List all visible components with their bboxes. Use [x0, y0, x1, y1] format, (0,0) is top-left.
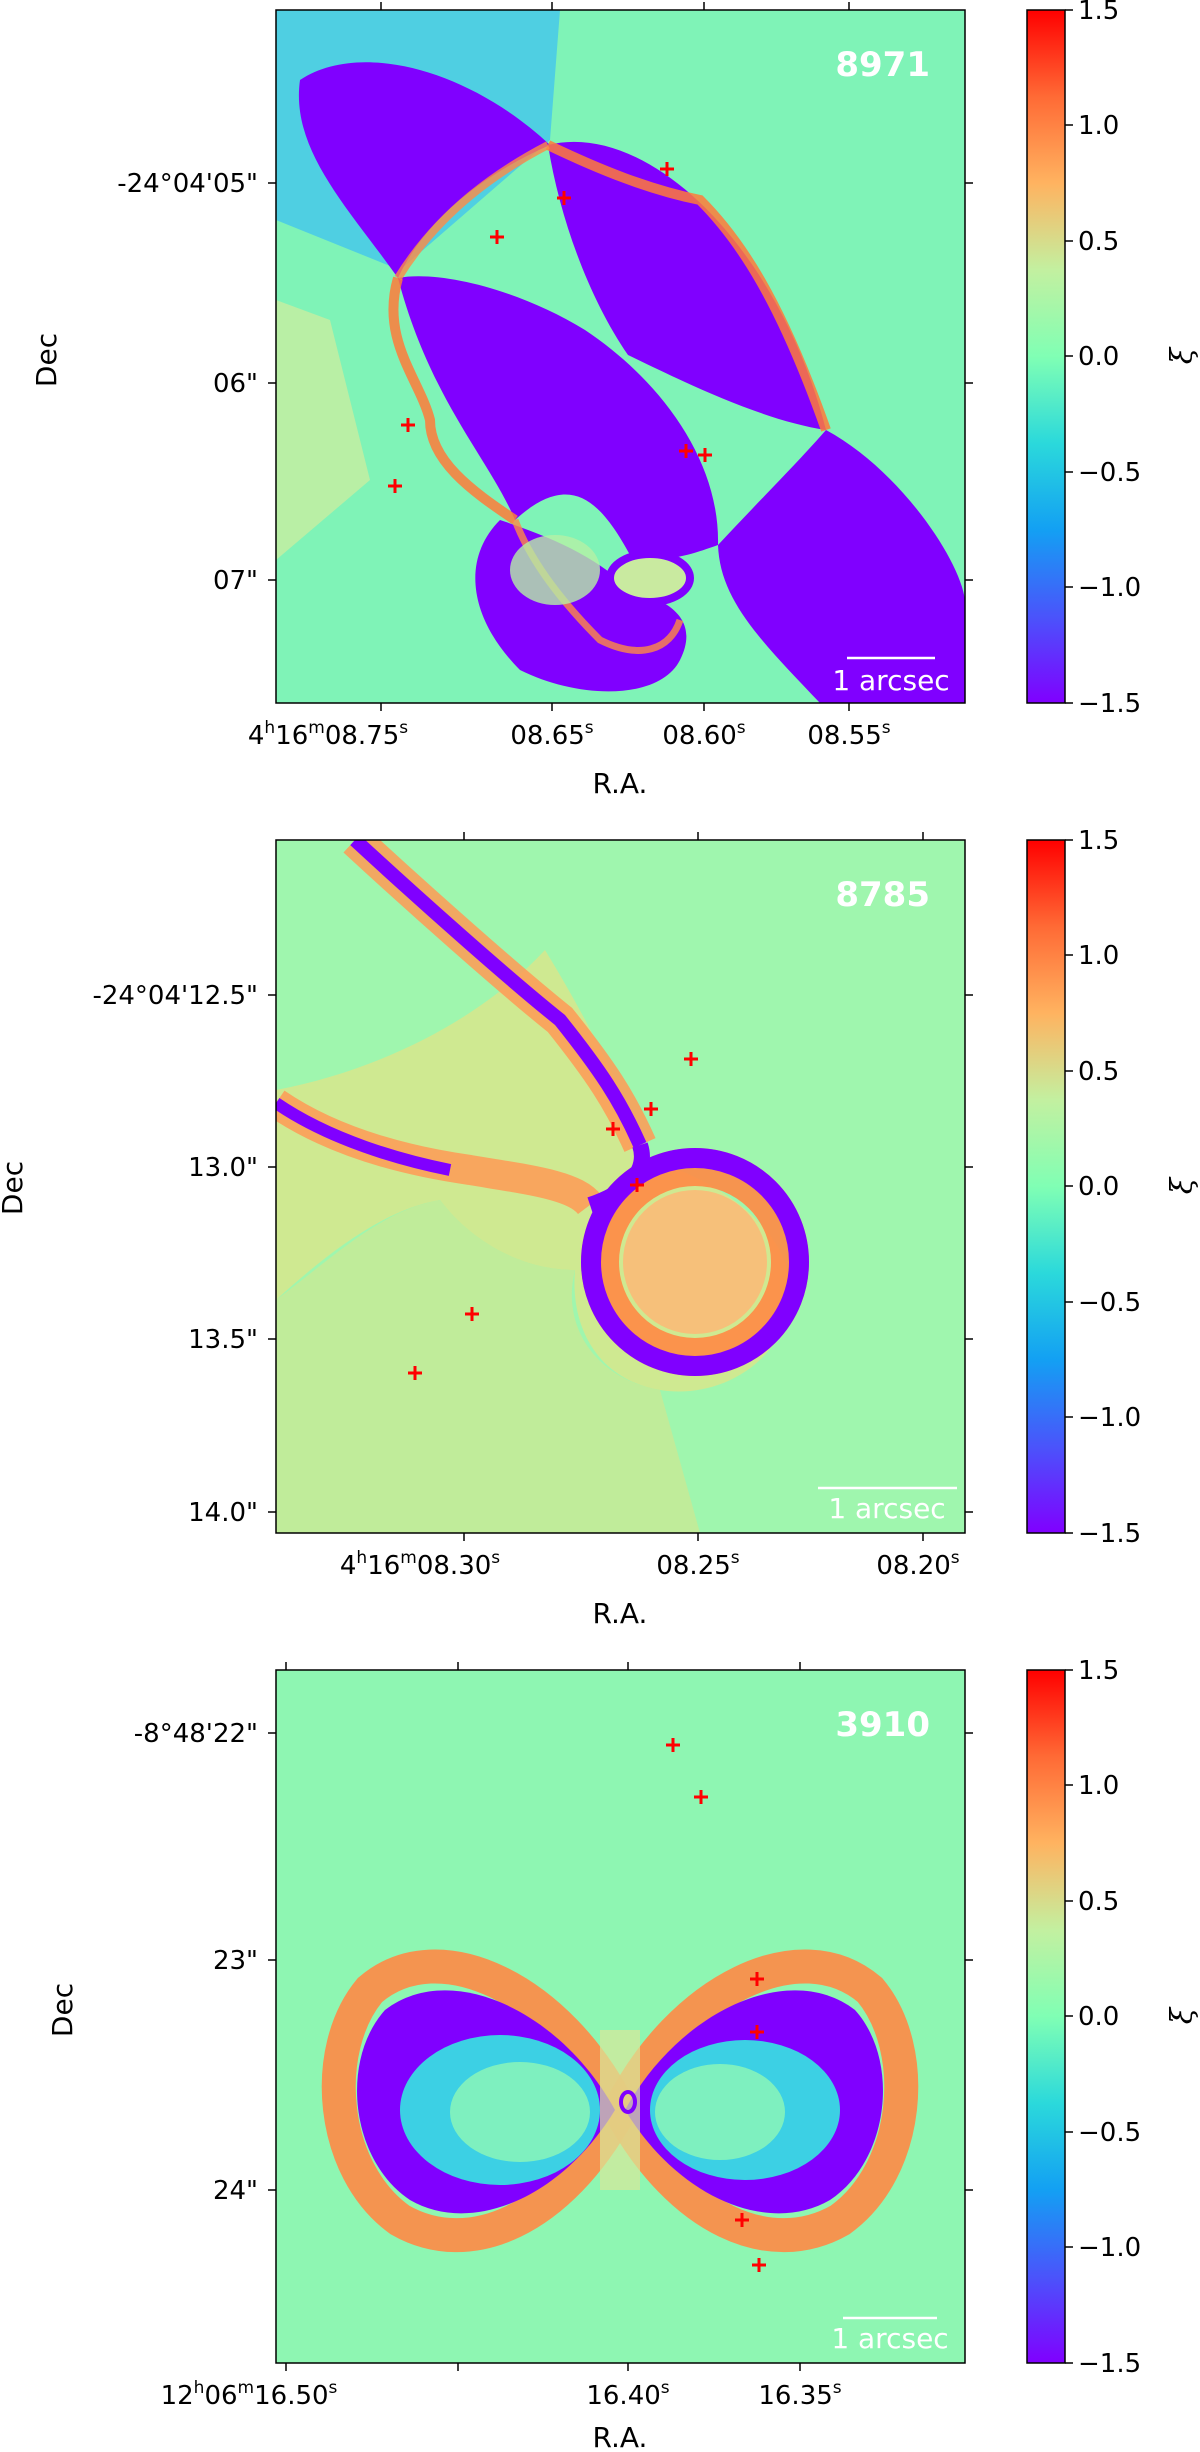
x-tick-label: 08.55s	[807, 718, 890, 751]
panel-label: 3910	[835, 1705, 930, 1745]
x-tick-label: 16.40s	[586, 2378, 669, 2411]
y-ticks	[268, 994, 973, 1513]
colorbar-tick-label: 0.0	[1078, 342, 1119, 372]
colorbar-tick-label: −0.5	[1078, 2118, 1141, 2148]
colorbar: 1.5 1.0 0.5 0.0 −0.5 −1.0 −1.5 ξ	[1026, 826, 1200, 1549]
marker	[401, 418, 415, 432]
colorbar-tick-label: 0.0	[1078, 2002, 1119, 2032]
critical-curve-map	[276, 840, 809, 1533]
marker	[408, 1366, 422, 1380]
plot-frame	[275, 1669, 966, 2364]
colorbar-tick-label: 1.0	[1078, 941, 1119, 971]
y-axis-title: Dec	[0, 1161, 29, 1215]
y-ticks	[268, 182, 973, 581]
marker	[644, 1102, 658, 1116]
colorbar-tick-label: 1.0	[1078, 111, 1119, 141]
colorbar-tick-label: −1.0	[1078, 2233, 1141, 2263]
critical-curve-map	[321, 1949, 919, 2253]
y-tick-label: 13.0"	[188, 1153, 258, 1183]
central-caustic	[619, 2090, 637, 2114]
scale-bar-label: 1 arcsec	[828, 1492, 945, 1525]
x-axis-title: R.A.	[593, 1597, 648, 1630]
marker	[698, 448, 712, 462]
marker	[660, 162, 674, 176]
x-tick-label: 12h06m16.50s	[161, 2378, 338, 2411]
colorbar-tick-label: 0.0	[1078, 1172, 1119, 1202]
colorbar-tick-label: 0.5	[1078, 1887, 1119, 1917]
x-tick-label: 4h16m08.75s	[248, 718, 408, 751]
panel-8971: 8971 1 arcsec -24°04'05" 06" 07" Dec 4h1…	[30, 0, 1200, 800]
x-tick-label: 16.35s	[758, 2378, 841, 2411]
colorbar: 1.5 1.0 0.5 0.0 −0.5 −1.0 −1.5 ξ	[1026, 1656, 1200, 2379]
y-tick-label: 14.0"	[188, 1498, 258, 1528]
panel-8785: 8785 1 arcsec -24°04'12.5" 13.0" 13.5" 1…	[0, 826, 1200, 1630]
marker	[388, 479, 402, 493]
colorbar-title: ξ	[1165, 2006, 1200, 2024]
plot-frame	[275, 839, 966, 1534]
marker	[465, 1307, 479, 1321]
marker	[606, 1122, 620, 1136]
marker	[750, 2025, 764, 2039]
colorbar-tick-label: −1.5	[1078, 689, 1141, 719]
panel-label: 8971	[835, 45, 930, 85]
y-tick-label: 13.5"	[188, 1325, 258, 1355]
x-ticks	[380, 2, 850, 711]
colorbar-tick-label: 1.5	[1078, 1656, 1119, 1686]
marker	[679, 444, 693, 458]
marker	[490, 230, 504, 244]
y-tick-label: 06"	[213, 369, 258, 399]
marker	[735, 2213, 749, 2227]
colorbar-tick-label: 1.5	[1078, 0, 1119, 26]
critical-curve-map	[276, 10, 965, 703]
y-tick-label: 24"	[213, 2176, 258, 2206]
markers	[388, 162, 712, 493]
panel-3910: 3910 1 arcsec -8°48'22" 23" 24" Dec 12h0…	[46, 1656, 1200, 2452]
y-tick-label: 07"	[213, 566, 258, 596]
colorbar: 1.5 1.0 0.5 0.0 −0.5 −1.0 −1.5 ξ	[1026, 0, 1200, 719]
x-axis-title: R.A.	[593, 2421, 648, 2452]
colorbar-tick-label: −1.5	[1078, 1519, 1141, 1549]
x-tick-label: 08.65s	[510, 718, 593, 751]
marker	[666, 1738, 680, 1752]
plot-frame	[275, 9, 966, 704]
colorbar-tick-label: −1.5	[1078, 2349, 1141, 2379]
y-tick-label: 23"	[213, 1946, 258, 1976]
x-ticks	[463, 832, 924, 1541]
y-tick-label: -24°04'05"	[117, 169, 258, 199]
x-tick-label: 08.60s	[662, 718, 745, 751]
colorbar-title: ξ	[1165, 1176, 1200, 1194]
panel-label: 8785	[835, 875, 930, 915]
x-tick-label: 08.25s	[656, 1548, 739, 1581]
x-tick-label: 4h16m08.30s	[340, 1548, 500, 1581]
colorbar-tick-label: 0.5	[1078, 1057, 1119, 1087]
scale-bar-label: 1 arcsec	[832, 664, 949, 697]
x-ticks	[285, 1662, 801, 2371]
colorbar-tick-label: −0.5	[1078, 1288, 1141, 1318]
colorbar-tick-label: −1.0	[1078, 573, 1141, 603]
colorbar-tick-label: −1.0	[1078, 1403, 1141, 1433]
marker	[750, 1972, 764, 1986]
marker	[752, 2258, 766, 2272]
x-axis-title: R.A.	[593, 767, 648, 800]
y-axis-title: Dec	[30, 333, 63, 387]
colorbar-tick-label: 0.5	[1078, 227, 1119, 257]
markers	[408, 1052, 698, 1380]
colorbar-tick-label: 1.5	[1078, 826, 1119, 856]
y-axis-title: Dec	[46, 1983, 79, 2037]
map-background	[276, 1670, 965, 2363]
colorbar-title: ξ	[1165, 346, 1200, 364]
colorbar-tick-label: −0.5	[1078, 458, 1141, 488]
marker	[630, 1178, 644, 1192]
scale-bar-label: 1 arcsec	[831, 2322, 948, 2355]
y-tick-label: -8°48'22"	[134, 1719, 258, 1749]
marker	[684, 1052, 698, 1066]
marker	[557, 191, 571, 205]
x-tick-label: 08.20s	[876, 1548, 959, 1581]
marker	[694, 1790, 708, 1804]
markers	[666, 1738, 766, 2272]
y-tick-label: -24°04'12.5"	[92, 981, 258, 1011]
y-ticks	[268, 1732, 973, 2191]
colorbar-tick-label: 1.0	[1078, 1771, 1119, 1801]
